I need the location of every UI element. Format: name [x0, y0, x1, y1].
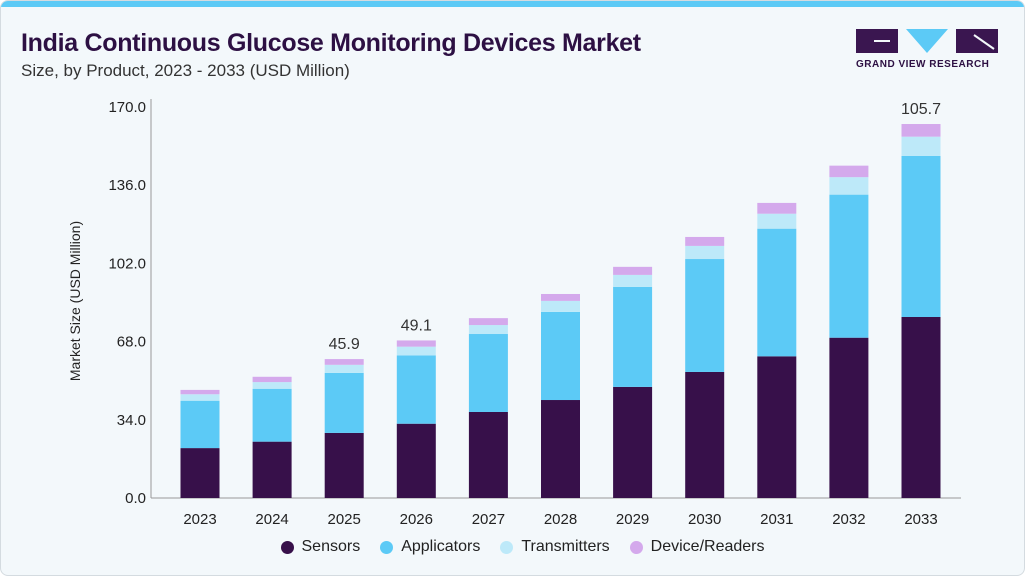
legend-item: Transmitters — [500, 538, 610, 556]
x-tick-label: 2025 — [328, 511, 361, 528]
legend-swatch — [380, 540, 394, 554]
bar-segment-sensors-2033 — [901, 316, 941, 498]
bar-segment-applicators-2024 — [252, 388, 292, 442]
bar-segment-device-readers-2024 — [252, 376, 292, 383]
legend-label: Sensors — [301, 538, 361, 555]
bar-segment-applicators-2025 — [324, 372, 364, 433]
bar-segment-device-readers-2027 — [468, 318, 508, 326]
x-tick-label: 2031 — [760, 511, 793, 528]
logo-text: GRAND VIEW RESEARCH — [856, 59, 990, 70]
bar-segment-transmitters-2024 — [252, 382, 292, 389]
bar-segment-transmitters-2028 — [541, 300, 580, 312]
x-tick-label: 2032 — [832, 511, 865, 528]
bar-segment-sensors-2031 — [757, 356, 797, 498]
legend-item: Sensors — [280, 538, 361, 556]
y-tick-label: 102.0 — [108, 255, 146, 272]
y-tick-label: 68.0 — [117, 334, 146, 351]
bar-segment-applicators-2029 — [613, 286, 653, 387]
y-tick-label: 0.0 — [125, 490, 146, 507]
bar-segment-transmitters-2032 — [829, 177, 869, 195]
bar-segment-transmitters-2029 — [613, 274, 653, 287]
bar-segment-applicators-2033 — [901, 155, 941, 317]
data-label: 105.7 — [901, 101, 941, 118]
x-tick-label: 2026 — [400, 511, 433, 528]
bar-segment-sensors-2023 — [180, 448, 220, 498]
legend-item: Device/Readers — [629, 538, 765, 556]
bar-segment-sensors-2025 — [324, 432, 364, 498]
chart-subtitle: Size, by Product, 2023 - 2033 (USD Milli… — [21, 61, 350, 80]
bar-segment-transmitters-2030 — [685, 245, 725, 260]
bar-segment-device-readers-2028 — [541, 293, 580, 301]
bar-segment-applicators-2032 — [829, 194, 869, 338]
legend-swatch — [629, 540, 643, 554]
legend: Sensors Applicators Transmitters Device/Rea… — [1, 538, 1024, 556]
bar-segment-transmitters-2025 — [324, 364, 364, 373]
legend-item: Applicators — [380, 538, 480, 556]
bar-segment-device-readers-2031 — [757, 202, 797, 214]
x-tick-label: 2027 — [472, 511, 505, 528]
bar-segment-transmitters-2023 — [180, 394, 220, 401]
x-tick-label: 2023 — [183, 511, 216, 528]
y-axis-label: Market Size (USD Million) — [67, 221, 83, 381]
y-tick-label: 34.0 — [117, 412, 146, 429]
bar-segment-device-readers-2025 — [324, 359, 364, 365]
legend-swatch — [500, 540, 514, 554]
bar-segment-transmitters-2026 — [396, 346, 436, 356]
bar-segment-device-readers-2032 — [829, 165, 869, 178]
x-tick-label: 2024 — [255, 511, 288, 528]
y-tick-label: 136.0 — [108, 177, 146, 194]
bar-segment-applicators-2030 — [685, 259, 725, 372]
bar-segment-transmitters-2027 — [468, 325, 508, 335]
bar-segment-device-readers-2026 — [396, 340, 436, 347]
y-tick-label: 170.0 — [108, 99, 146, 116]
bar-segment-applicators-2027 — [468, 334, 508, 412]
bar-segment-applicators-2031 — [757, 228, 797, 357]
bar-segment-sensors-2027 — [468, 411, 508, 498]
bar-segment-device-readers-2023 — [180, 389, 220, 395]
bar-segment-sensors-2028 — [541, 400, 580, 498]
bar-segment-applicators-2026 — [396, 355, 436, 424]
chart-title: India Continuous Glucose Monitoring Devi… — [21, 29, 641, 57]
bar-segment-sensors-2026 — [396, 423, 436, 498]
bar-segment-sensors-2029 — [613, 386, 653, 498]
bar-segment-device-readers-2030 — [685, 236, 725, 246]
legend-label: Device/Readers — [650, 538, 765, 555]
grand-view-research-logo — [856, 29, 998, 53]
bar-segment-transmitters-2033 — [901, 136, 941, 156]
x-tick-label: 2028 — [544, 511, 577, 528]
x-tick-label: 2033 — [904, 511, 937, 528]
bar-segment-transmitters-2031 — [757, 213, 797, 229]
bar-segment-device-readers-2033 — [901, 124, 941, 137]
legend-swatch — [280, 540, 294, 554]
bar-segment-sensors-2024 — [252, 441, 292, 498]
data-label: 49.1 — [401, 317, 432, 334]
bar-segment-device-readers-2029 — [613, 266, 653, 275]
x-tick-label: 2030 — [688, 511, 721, 528]
legend-label: Applicators — [401, 538, 481, 555]
bar-segment-applicators-2028 — [541, 311, 580, 401]
bar-segment-sensors-2030 — [685, 371, 725, 498]
x-tick-label: 2029 — [616, 511, 649, 528]
data-label: 45.9 — [329, 336, 360, 353]
bar-segment-sensors-2032 — [829, 337, 869, 498]
legend-label: Transmitters — [521, 538, 610, 555]
bar-segment-applicators-2023 — [180, 400, 220, 449]
top-accent-bar — [1, 1, 1024, 7]
